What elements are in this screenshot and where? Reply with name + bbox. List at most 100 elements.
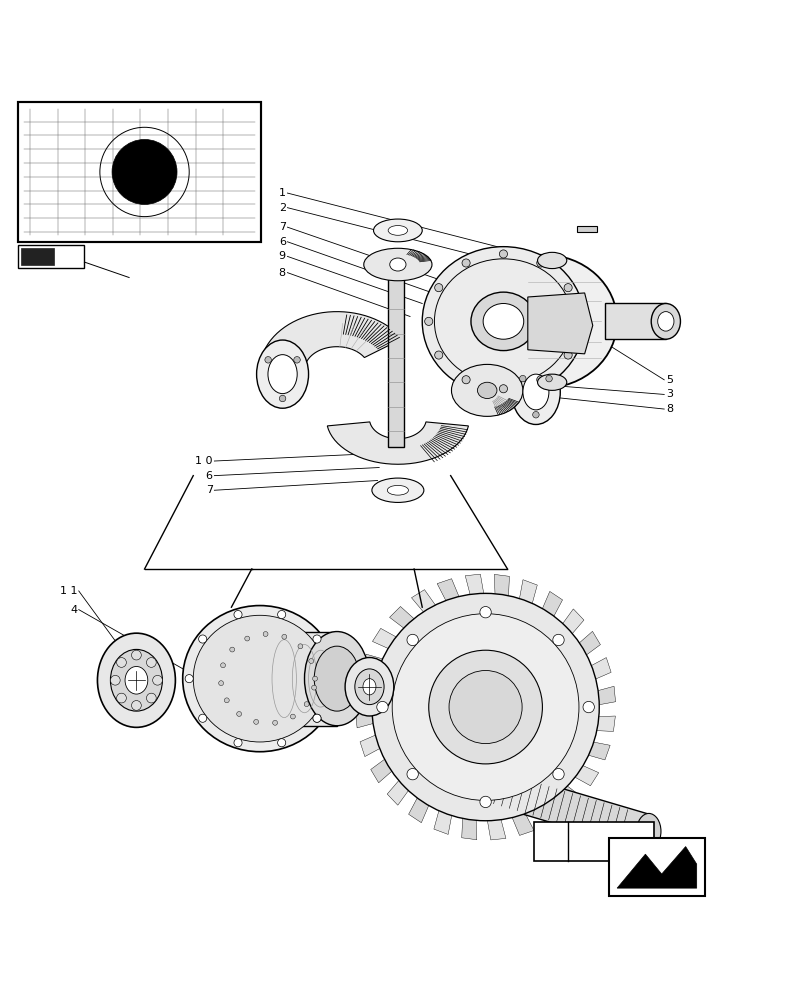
Polygon shape bbox=[387, 771, 414, 805]
Ellipse shape bbox=[110, 649, 162, 711]
Text: 1 1: 1 1 bbox=[59, 586, 77, 596]
Text: 2: 2 bbox=[278, 203, 285, 213]
Circle shape bbox=[536, 376, 544, 384]
Polygon shape bbox=[355, 707, 385, 728]
Circle shape bbox=[376, 701, 388, 713]
Polygon shape bbox=[359, 730, 390, 757]
Circle shape bbox=[221, 663, 225, 668]
Circle shape bbox=[434, 284, 442, 292]
Circle shape bbox=[406, 768, 418, 780]
Circle shape bbox=[499, 250, 507, 258]
Polygon shape bbox=[569, 631, 599, 662]
Circle shape bbox=[244, 636, 249, 641]
Circle shape bbox=[461, 376, 470, 384]
Circle shape bbox=[304, 702, 309, 707]
Circle shape bbox=[185, 675, 193, 683]
Circle shape bbox=[536, 259, 544, 267]
Polygon shape bbox=[616, 847, 696, 888]
Ellipse shape bbox=[388, 226, 407, 235]
Ellipse shape bbox=[389, 258, 406, 271]
Circle shape bbox=[234, 610, 242, 619]
Circle shape bbox=[552, 768, 564, 780]
Polygon shape bbox=[411, 590, 441, 621]
Ellipse shape bbox=[451, 364, 522, 416]
Polygon shape bbox=[461, 808, 476, 840]
Circle shape bbox=[564, 351, 572, 359]
Ellipse shape bbox=[470, 255, 616, 388]
Polygon shape bbox=[361, 654, 394, 674]
Polygon shape bbox=[517, 580, 537, 614]
Ellipse shape bbox=[363, 248, 431, 281]
Circle shape bbox=[290, 714, 295, 719]
Circle shape bbox=[545, 375, 551, 382]
Circle shape bbox=[573, 317, 581, 325]
Circle shape bbox=[277, 739, 285, 747]
Circle shape bbox=[110, 675, 120, 685]
Ellipse shape bbox=[363, 679, 375, 695]
Polygon shape bbox=[436, 579, 462, 610]
Polygon shape bbox=[527, 293, 592, 354]
Polygon shape bbox=[327, 422, 468, 464]
Circle shape bbox=[131, 701, 141, 710]
Ellipse shape bbox=[354, 669, 384, 705]
Ellipse shape bbox=[650, 303, 680, 339]
Polygon shape bbox=[260, 312, 401, 379]
Polygon shape bbox=[529, 794, 559, 824]
Circle shape bbox=[236, 712, 241, 716]
Ellipse shape bbox=[314, 646, 359, 711]
Circle shape bbox=[371, 593, 599, 821]
Polygon shape bbox=[371, 752, 401, 783]
Bar bbox=[260, 632, 337, 726]
Circle shape bbox=[131, 650, 141, 660]
Circle shape bbox=[434, 351, 442, 359]
Circle shape bbox=[264, 357, 271, 363]
Text: 5: 5 bbox=[665, 375, 672, 385]
Circle shape bbox=[117, 658, 127, 667]
Circle shape bbox=[312, 676, 317, 681]
Circle shape bbox=[424, 317, 432, 325]
Ellipse shape bbox=[470, 292, 535, 351]
Bar bbox=[18, 102, 261, 242]
Bar bbox=[388, 273, 404, 447]
Circle shape bbox=[311, 685, 316, 690]
Ellipse shape bbox=[511, 360, 560, 424]
Circle shape bbox=[308, 659, 313, 663]
Circle shape bbox=[312, 714, 320, 722]
Text: 6: 6 bbox=[205, 471, 212, 481]
Circle shape bbox=[392, 614, 578, 800]
Ellipse shape bbox=[636, 813, 660, 849]
Ellipse shape bbox=[387, 485, 408, 495]
Text: 1: 1 bbox=[278, 188, 285, 198]
Ellipse shape bbox=[537, 252, 566, 269]
Ellipse shape bbox=[345, 658, 393, 716]
Polygon shape bbox=[585, 686, 615, 707]
Polygon shape bbox=[21, 248, 54, 265]
Polygon shape bbox=[494, 574, 508, 607]
Circle shape bbox=[519, 375, 526, 382]
Circle shape bbox=[152, 675, 162, 685]
Circle shape bbox=[298, 644, 303, 649]
Ellipse shape bbox=[657, 312, 673, 331]
Ellipse shape bbox=[373, 219, 422, 242]
Circle shape bbox=[326, 675, 334, 683]
Circle shape bbox=[234, 739, 242, 747]
Circle shape bbox=[461, 259, 470, 267]
Polygon shape bbox=[355, 683, 387, 698]
Ellipse shape bbox=[125, 666, 148, 694]
Polygon shape bbox=[433, 800, 453, 834]
Circle shape bbox=[552, 634, 564, 646]
Circle shape bbox=[428, 650, 542, 764]
Polygon shape bbox=[538, 591, 562, 626]
Polygon shape bbox=[580, 658, 611, 684]
Polygon shape bbox=[485, 809, 505, 840]
Circle shape bbox=[199, 714, 207, 722]
Circle shape bbox=[230, 647, 234, 652]
Circle shape bbox=[564, 284, 572, 292]
Ellipse shape bbox=[477, 382, 496, 398]
Ellipse shape bbox=[193, 615, 326, 742]
Circle shape bbox=[582, 701, 594, 713]
Polygon shape bbox=[547, 779, 581, 808]
Circle shape bbox=[146, 658, 156, 667]
Circle shape bbox=[294, 357, 300, 363]
Ellipse shape bbox=[256, 340, 308, 408]
